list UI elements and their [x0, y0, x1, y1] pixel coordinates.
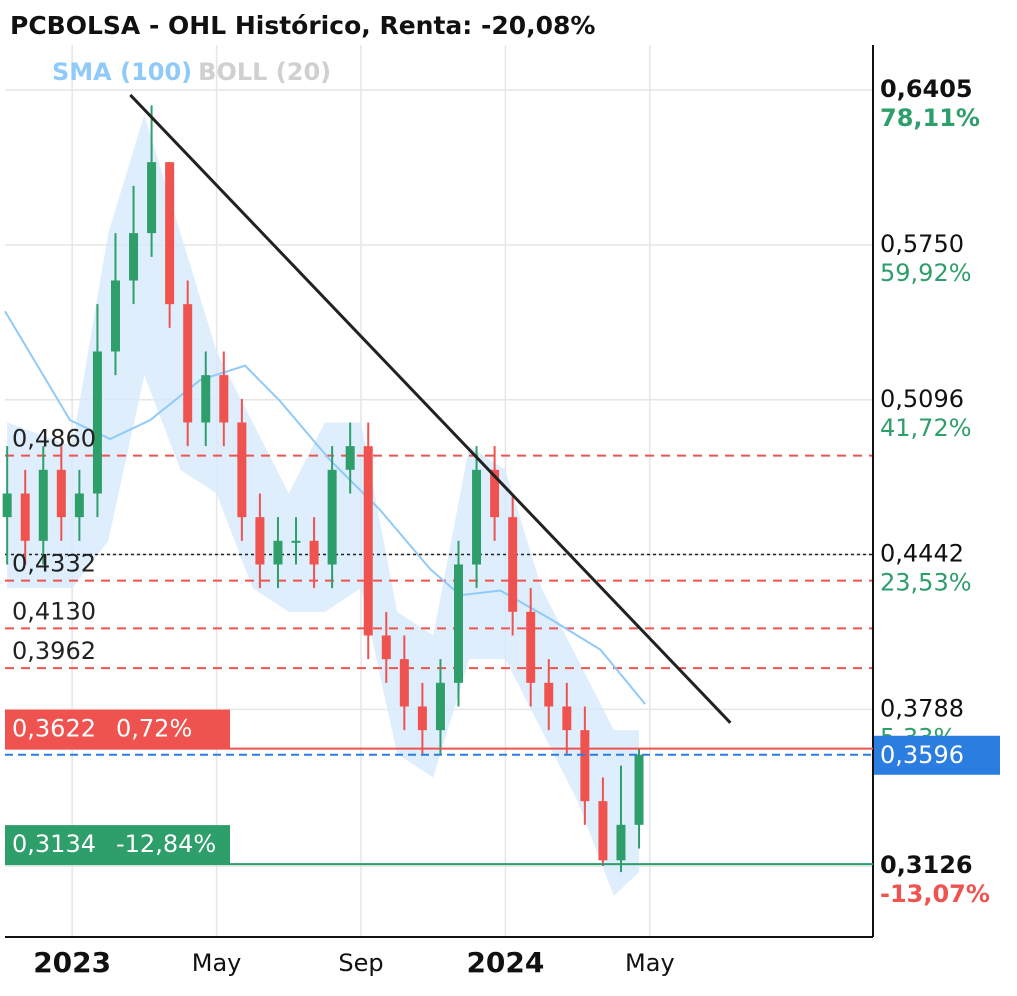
candle-body: [526, 611, 536, 683]
last-price-box: [874, 735, 1000, 775]
y-tick-label: 0,6405: [880, 75, 973, 103]
candle-body: [544, 682, 554, 707]
x-tick-label: 2024: [466, 946, 544, 979]
candle-body: [201, 375, 211, 423]
candle-body: [74, 493, 84, 518]
candle-body: [363, 446, 373, 636]
sma-line: [4, 310, 646, 705]
y-tick-label: 0,3126: [880, 851, 973, 879]
y-tick-label: 0,4442: [880, 540, 964, 568]
candle-body: [435, 682, 445, 731]
candle-body: [345, 446, 355, 470]
candle-body: [616, 824, 626, 861]
y-tick-change: 78,11%: [880, 104, 980, 132]
price-box-change: 0,72%: [116, 715, 192, 743]
candle-body: [255, 517, 265, 565]
candle-body: [580, 730, 590, 802]
level-label: 0,3962: [12, 637, 96, 665]
candle-body: [219, 375, 229, 423]
price-box: [5, 709, 230, 749]
candle-body: [147, 162, 157, 234]
candle-body: [417, 706, 427, 731]
candle-body: [453, 564, 463, 683]
y-tick-change: 41,72%: [880, 414, 972, 442]
y-tick-change: -13,07%: [880, 880, 990, 908]
price-box-label: 0,3134: [12, 830, 96, 858]
legend-entry: BOLL (20): [198, 58, 331, 86]
candle-body: [92, 351, 102, 494]
plot-area: [2, 45, 873, 937]
candle-body: [598, 801, 608, 861]
candle-body: [490, 469, 500, 518]
level-label: 0,4332: [12, 550, 96, 578]
candle-body: [38, 469, 48, 541]
candle-body: [183, 304, 193, 423]
candle-body: [327, 469, 337, 565]
candle-body: [20, 493, 30, 541]
price-box-change: -12,84%: [116, 830, 216, 858]
candle-body: [237, 422, 247, 518]
candle-body: [291, 540, 301, 543]
legend-entry: SMA (100): [52, 58, 192, 86]
price-box: [5, 825, 230, 865]
title-background: [5, 5, 871, 45]
price-box-label: 0,3622: [12, 715, 96, 743]
bollinger-band: [7, 114, 640, 896]
y-tick-label: 0,5750: [880, 230, 964, 258]
candle-body: [165, 162, 175, 305]
candle-body: [399, 659, 409, 707]
candle-body: [508, 517, 518, 612]
y-tick-change: 23,53%: [880, 569, 972, 597]
chart-title: PCBOLSA - OHL Histórico, Renta: -20,08%: [10, 11, 595, 40]
x-tick-label: Sep: [338, 949, 383, 977]
candle-body: [309, 540, 319, 565]
y-tick-label: 0,3788: [880, 694, 964, 722]
level-label: 0,4860: [12, 425, 96, 453]
candle-body: [110, 280, 120, 352]
candle-body: [562, 706, 572, 731]
candle-body: [56, 469, 66, 518]
candle-body: [634, 754, 644, 825]
candle-body: [2, 493, 12, 518]
y-tick-label: 0,5096: [880, 385, 964, 413]
x-tick-label: 2023: [33, 946, 111, 979]
y-tick-change: 59,92%: [880, 259, 972, 287]
candle-body: [381, 635, 391, 660]
candle-body: [273, 540, 283, 565]
trendline: [129, 93, 732, 724]
candle-body: [472, 469, 482, 565]
x-tick-label: May: [192, 949, 242, 977]
x-tick-label: May: [625, 949, 675, 977]
level-label: 0,4130: [12, 597, 96, 625]
last-price-label: 0,3596: [880, 741, 964, 769]
candle-body: [129, 233, 139, 281]
